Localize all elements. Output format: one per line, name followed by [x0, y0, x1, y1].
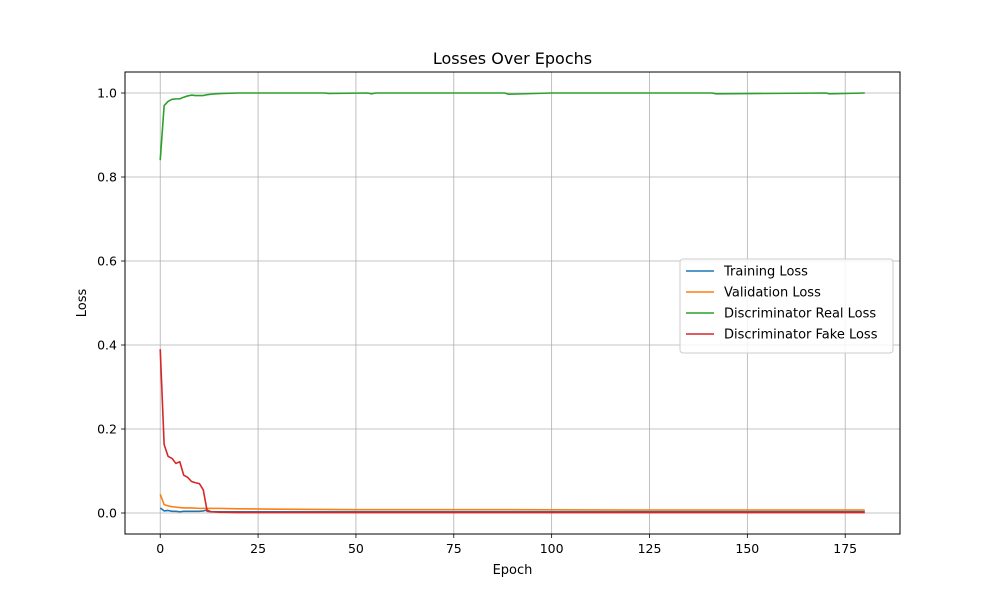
x-axis-label: Epoch: [493, 563, 533, 578]
x-tick-label: 0: [156, 541, 164, 556]
y-tick-label: 0.4: [97, 338, 117, 353]
y-tick-label: 1.0: [97, 86, 117, 101]
x-tick-label: 75: [446, 541, 462, 556]
series-line-discriminator-real-loss: [159, 92, 865, 161]
y-tick-label: 0.0: [97, 506, 117, 521]
series-layer: [159, 92, 865, 514]
x-tick-label: 50: [348, 541, 364, 556]
series-line-validation-loss: [159, 493, 865, 511]
y-tick-label: 0.8: [97, 170, 117, 185]
legend-box: [679, 258, 894, 354]
plot-frame: [124, 71, 901, 535]
x-axis: 0 25 50 75 100 125 150 175: [156, 534, 857, 556]
series-line-training-loss: [159, 507, 865, 513]
legend-label: Validation Loss: [724, 286, 821, 301]
y-axis-label: Loss: [75, 289, 90, 318]
series-line-discriminator-fake-loss: [159, 349, 865, 514]
x-tick-label: 150: [735, 541, 759, 556]
x-tick-label: 125: [638, 541, 662, 556]
y-tick-label: 0.6: [97, 254, 117, 269]
legend-label: Training Loss: [723, 265, 808, 280]
x-tick-label: 25: [250, 541, 266, 556]
chart-title: Losses Over Epochs: [433, 49, 592, 68]
y-tick-label: 0.2: [97, 422, 117, 437]
legend-label: Discriminator Fake Loss: [724, 328, 878, 343]
legend: Training Loss Validation Loss Discriminato…: [679, 258, 894, 354]
y-axis: 0.0 0.2 0.4 0.6 0.8 1.0: [97, 86, 125, 521]
x-tick-label: 175: [833, 541, 857, 556]
x-tick-label: 100: [540, 541, 564, 556]
legend-label: Discriminator Real Loss: [724, 307, 876, 322]
